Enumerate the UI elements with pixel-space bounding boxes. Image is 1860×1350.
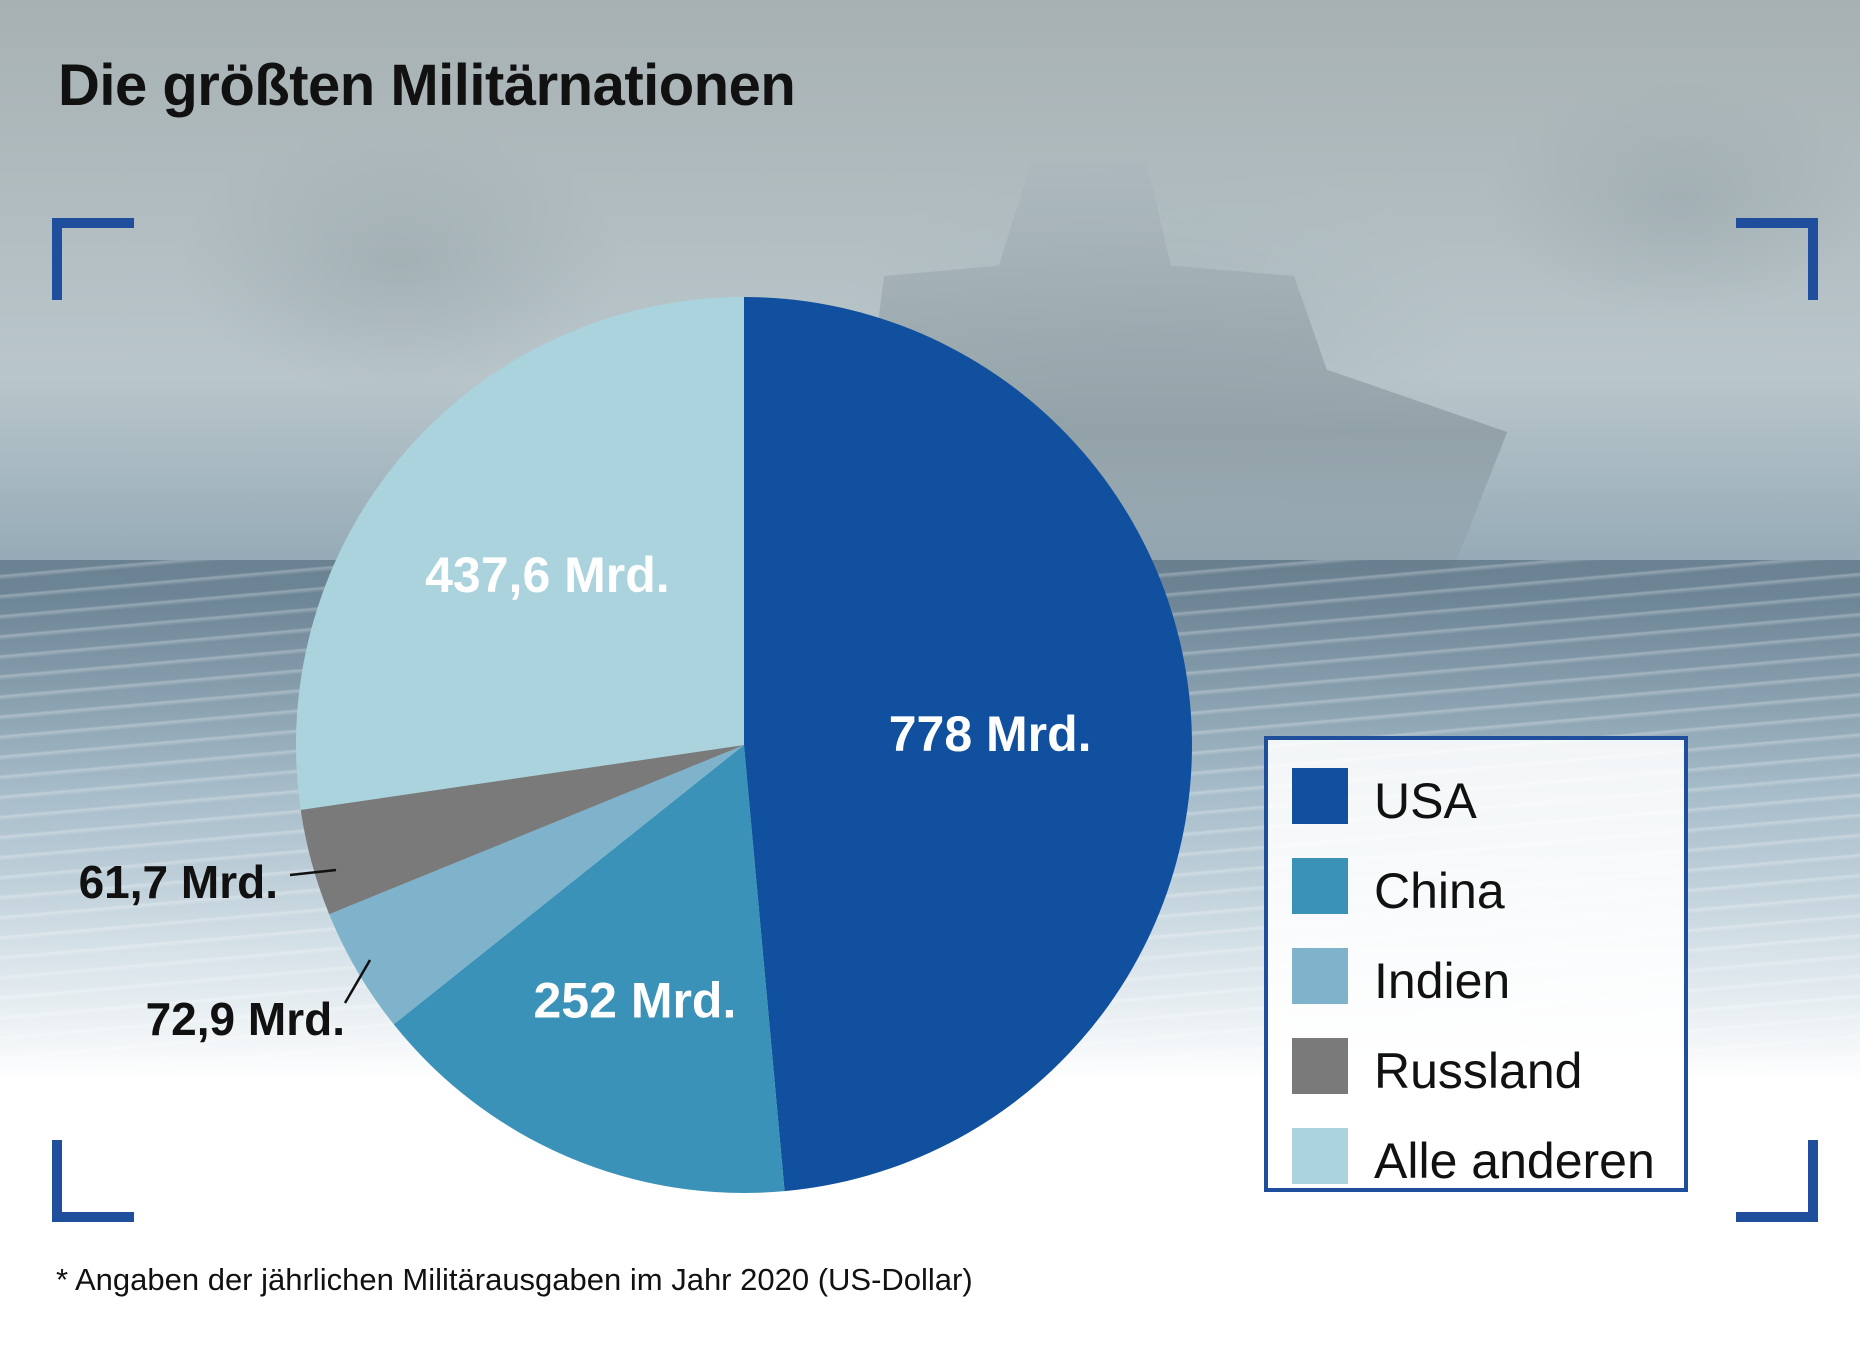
footnote: * Angaben der jährlichen Militärausgaben… bbox=[56, 1262, 973, 1297]
chart-legend: USA China Indien Russland Alle anderen bbox=[1264, 736, 1688, 1192]
frame-corner-top-right bbox=[1736, 218, 1818, 300]
frame-corner-bottom-right bbox=[1736, 1140, 1818, 1222]
legend-swatch bbox=[1292, 1128, 1348, 1184]
legend-label: China bbox=[1374, 863, 1505, 919]
pie-slices bbox=[295, 297, 1193, 1193]
leader-line-russland bbox=[289, 868, 337, 877]
leader-line-indien bbox=[343, 959, 372, 1004]
legend-item-china: China bbox=[1292, 858, 1672, 919]
pie-slice-russland bbox=[300, 745, 744, 915]
chart-title: Die größten Militärnationen bbox=[58, 53, 796, 118]
pie-label-usa: 778 Mrd. bbox=[889, 706, 1092, 762]
legend-item-russland: Russland bbox=[1292, 1038, 1672, 1099]
legend-item-usa: USA bbox=[1292, 768, 1672, 829]
pie-slice-china bbox=[393, 745, 785, 1193]
pie-leader-lines bbox=[289, 868, 372, 1004]
pie-label-alle-anderen: 437,6 Mrd. bbox=[425, 547, 670, 603]
pie-slice-indien bbox=[329, 745, 744, 1025]
pie-label-china: 252 Mrd. bbox=[534, 972, 737, 1028]
pie-label-indien: 72,9 Mrd. bbox=[146, 993, 345, 1045]
legend-swatch bbox=[1292, 948, 1348, 1004]
legend-label: Russland bbox=[1374, 1043, 1583, 1099]
legend-swatch bbox=[1292, 1038, 1348, 1094]
pie-labels: 778 Mrd. 252 Mrd. 72,9 Mrd. 61,7 Mrd. 437,6 … bbox=[79, 547, 1092, 1045]
legend-label: Alle anderen bbox=[1374, 1133, 1655, 1189]
frame-corner-top-left bbox=[52, 218, 134, 300]
legend-swatch bbox=[1292, 858, 1348, 914]
frame-corner-bottom-left bbox=[52, 1140, 134, 1222]
legend-swatch bbox=[1292, 768, 1348, 824]
pie-slice-alle-anderen bbox=[295, 297, 744, 810]
legend-label: USA bbox=[1374, 773, 1477, 829]
pie-slice-usa bbox=[744, 297, 1193, 1192]
legend-item-alle-anderen: Alle anderen bbox=[1292, 1128, 1672, 1189]
legend-label: Indien bbox=[1374, 953, 1511, 1009]
pie-label-russland: 61,7 Mrd. bbox=[79, 856, 278, 908]
legend-item-indien: Indien bbox=[1292, 948, 1672, 1009]
